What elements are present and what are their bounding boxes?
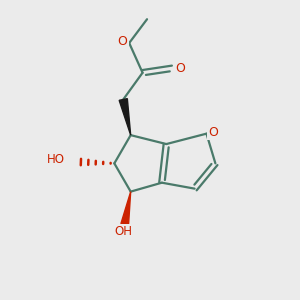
Polygon shape xyxy=(121,192,131,225)
Text: OH: OH xyxy=(114,225,132,238)
Text: O: O xyxy=(208,126,218,139)
Polygon shape xyxy=(119,99,131,135)
Text: O: O xyxy=(118,35,128,48)
Text: O: O xyxy=(176,62,186,75)
Text: HO: HO xyxy=(47,153,65,166)
